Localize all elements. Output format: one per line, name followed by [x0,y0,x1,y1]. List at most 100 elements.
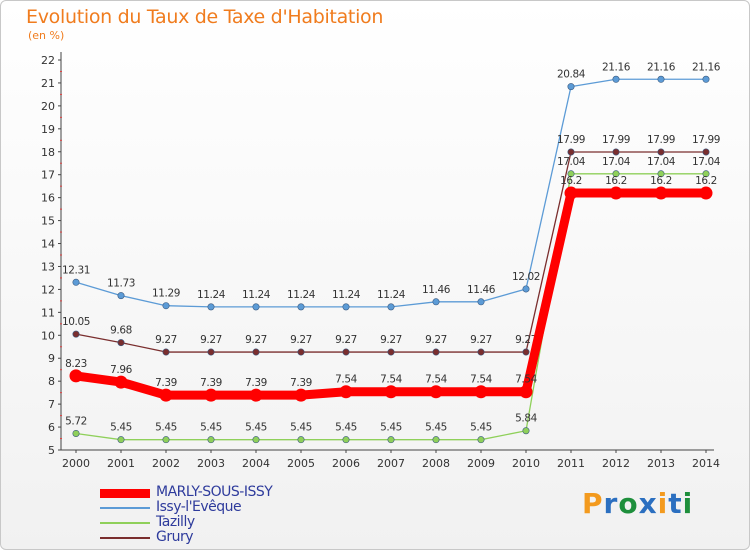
data-point [297,303,305,311]
logo-letter: i [657,487,669,520]
y-tick-label: 20 [41,100,55,113]
data-label: 16.2 [650,175,672,187]
data-point [72,278,80,286]
legend-swatch [100,522,150,524]
data-label: 7.54 [335,374,357,386]
data-point [72,330,80,338]
data-label: 16.2 [605,175,627,187]
data-label: 21.16 [692,61,721,73]
x-tick-label: 2014 [692,457,720,470]
data-label: 17.04 [602,156,631,168]
data-label: 11.73 [107,278,135,290]
x-tick-label: 2012 [602,457,630,470]
data-label: 7.54 [470,374,492,386]
data-point [612,75,620,83]
data-label: 11.24 [377,289,406,301]
data-label: 11.24 [287,289,316,301]
logo-letter: r [603,487,619,520]
data-point [342,436,350,444]
data-point [387,348,395,356]
x-tick-label: 2008 [422,457,450,470]
data-point [297,436,305,444]
data-label: 9.27 [425,334,447,346]
y-tick-label: 9 [48,352,55,365]
data-point [342,348,350,356]
data-label: 5.84 [515,413,537,425]
y-tick-label: 17 [41,169,55,182]
data-point [294,388,308,402]
data-point [702,148,710,156]
data-point [432,348,440,356]
legend-item: Grury [100,530,272,545]
data-point [252,303,260,311]
data-label: 7.96 [110,364,132,376]
data-point [702,170,710,178]
data-label: 16.2 [695,175,717,187]
data-point [477,436,485,444]
data-point [114,375,128,389]
data-label: 9.27 [200,334,222,346]
x-tick-label: 2005 [287,457,315,470]
data-label: 8.23 [65,358,87,370]
data-point [159,388,173,402]
data-label: 17.04 [647,156,676,168]
proxiti-logo: Proxiti [582,487,693,520]
x-tick-label: 2010 [512,457,540,470]
data-point [387,436,395,444]
data-label: 9.27 [515,334,537,346]
data-point [522,427,530,435]
data-label: 5.45 [110,422,132,434]
data-label: 5.45 [470,422,492,434]
data-point [474,385,488,399]
data-label: 11.46 [422,284,451,296]
data-point [522,348,530,356]
data-label: 9.68 [110,325,132,337]
data-point [612,148,620,156]
legend-swatch [100,489,150,498]
data-label: 7.39 [200,377,222,389]
data-label: 9.27 [380,334,402,346]
data-point [657,148,665,156]
y-tick-label: 18 [41,146,55,159]
data-label: 7.54 [380,374,402,386]
chart-unit: (en %) [28,29,65,42]
legend-item: Issy-l'Evêque [100,500,272,515]
data-point [342,303,350,311]
y-tick-label: 21 [41,77,55,90]
y-tick-label: 15 [41,215,55,228]
data-point [339,385,353,399]
legend-label: Tazilly [156,514,195,530]
data-point [162,302,170,310]
data-label: 11.24 [197,289,226,301]
legend-item: Tazilly [100,515,272,530]
x-tick-label: 2004 [242,457,270,470]
logo-letter: P [582,487,604,520]
data-label: 7.39 [245,377,267,389]
data-point [72,429,80,437]
y-tick-label: 5 [48,444,55,457]
data-label: 12.02 [512,271,540,283]
data-point [567,148,575,156]
data-label: 11.46 [467,284,496,296]
y-tick-label: 6 [48,421,55,434]
legend: MARLY-SOUS-ISSY Issy-l'Evêque Tazilly Grury [100,485,273,545]
y-tick-label: 16 [41,192,55,205]
data-label: 5.45 [425,422,447,434]
y-tick-label: 14 [41,238,55,251]
data-label: 21.16 [602,61,631,73]
data-label: 5.45 [155,422,177,434]
data-label: 17.99 [557,134,585,146]
data-label: 17.04 [692,156,721,168]
data-label: 11.24 [332,289,361,301]
data-label: 20.84 [557,69,586,81]
data-point [429,385,443,399]
data-point [252,348,260,356]
data-point [609,186,623,200]
data-point [477,298,485,306]
data-label: 5.45 [335,422,357,434]
data-label: 7.54 [515,374,537,386]
data-point [207,303,215,311]
data-label: 16.2 [560,175,582,187]
data-point [117,436,125,444]
